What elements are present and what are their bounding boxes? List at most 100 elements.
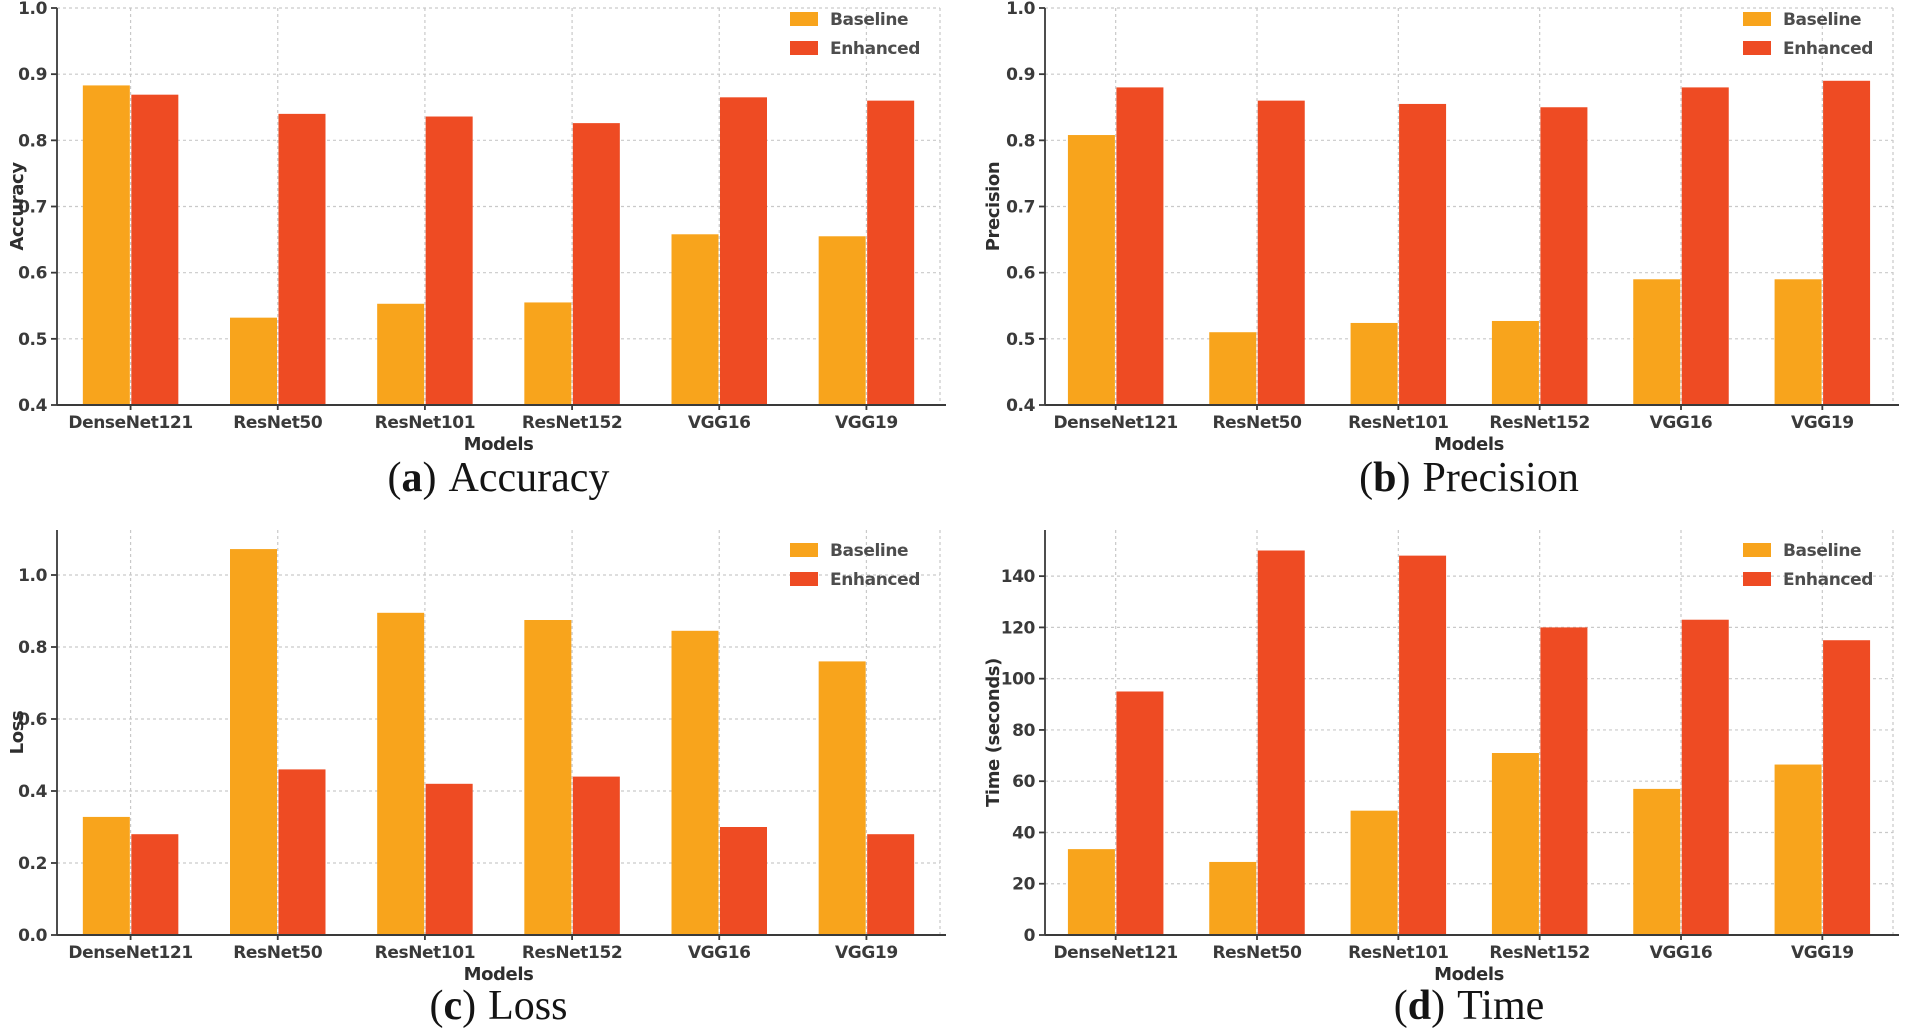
bar-baseline-VGG16 [1633,279,1681,405]
caption-time: (d) Time [953,982,1905,1030]
y-tick-label: 1.0 [18,566,47,586]
legend-swatch-baseline [1743,543,1771,557]
bar-enhanced-VGG16 [720,97,767,405]
bar-enhanced-VGG19 [1823,80,1871,406]
bar-enhanced-DenseNet121 [1116,691,1164,935]
x-tick-label: ResNet50 [233,943,323,963]
bar-enhanced-ResNet152 [572,123,620,405]
x-tick-label: ResNet152 [522,943,623,963]
x-tick-label: VGG16 [688,413,751,433]
loss-plot: 0.0 0.2 0.4 0.6 0.8 1.0 DenseNet121 ResNet50 Res… [7,530,946,982]
legend-swatch-enhanced [1743,572,1771,586]
x-tick-label: ResNet152 [1489,943,1590,963]
x-tick-label: ResNet152 [522,413,623,433]
x-tick-label: ResNet50 [1212,943,1302,963]
y-tick-label: 0.2 [18,854,47,874]
bar-baseline-ResNet152 [524,302,572,405]
y-axis-label: Precision [983,162,1004,252]
legend-swatch-enhanced [1743,41,1771,55]
bar-enhanced-VGG16 [1681,87,1729,406]
y-tick-label: 40 [1012,823,1035,843]
y-tick-label: 0.0 [18,926,47,946]
bar-baseline-VGG19 [1774,279,1822,405]
x-tick-label: ResNet101 [1348,413,1449,433]
precision-plot: 0.4 0.5 0.6 0.7 0.8 0.9 1.0 DenseNet121 ResNet50… [983,0,1899,450]
x-tick-label: VGG16 [1650,413,1713,433]
chart-precision: 0.4 0.5 0.6 0.7 0.8 0.9 1.0 DenseNet121 ResNet50… [953,0,1905,517]
y-tick-label: 0.7 [1006,198,1035,218]
y-tick-label: 0.6 [18,264,47,284]
x-tick-label: ResNet152 [1489,413,1590,433]
bar-enhanced-DenseNet121 [131,834,179,935]
caption-loss: (c) Loss [0,982,952,1030]
y-tick-label: 0 [1024,926,1036,946]
caption-title: Time [1457,983,1545,1029]
y-axis-label: Loss [7,711,28,755]
caption-precision: (b) Precision [953,454,1905,502]
bar-baseline-ResNet50 [1209,332,1257,405]
bar-baseline-ResNet101 [377,303,425,405]
y-tick-label: 1.0 [18,0,47,19]
bar-baseline-DenseNet121 [1067,849,1115,935]
x-tick-label: VGG16 [688,943,751,963]
bar-baseline-ResNet50 [230,549,277,935]
bar-baseline-VGG16 [1633,788,1681,935]
bar-enhanced-VGG16 [1681,619,1729,935]
bar-baseline-DenseNet121 [82,85,130,405]
y-tick-label: 0.9 [1006,65,1035,85]
x-tick-label: DenseNet121 [68,413,192,433]
y-axis-label: Time (seconds) [983,658,1004,807]
x-tick-label: ResNet50 [233,413,323,433]
bar-enhanced-DenseNet121 [131,94,179,405]
bar-baseline-ResNet50 [230,317,277,405]
y-tick-label: 1.0 [1006,0,1035,19]
y-tick-label: 80 [1012,721,1035,741]
y-tick-label: 0.4 [18,396,47,416]
bar-enhanced-ResNet50 [1257,550,1305,935]
bar-enhanced-ResNet152 [1540,107,1588,405]
chart-time: 0 20 40 60 80 100 120 140 DenseNet121 ResNet50 Res… [953,517,1905,1035]
caption-label: (b) [1359,455,1411,501]
bar-baseline-VGG16 [671,234,719,405]
x-tick-label: ResNet101 [375,943,476,963]
bar-enhanced-ResNet50 [1257,100,1305,405]
legend-swatch-enhanced [790,41,818,55]
legend-label-enhanced: Enhanced [1783,570,1873,590]
bar-enhanced-VGG19 [867,834,915,935]
x-tick-label: DenseNet121 [1053,413,1177,433]
bar-baseline-VGG19 [818,661,866,935]
bar-baseline-VGG16 [671,630,719,935]
y-tick-label: 0.6 [1006,264,1035,284]
x-tick-label: ResNet101 [375,413,476,433]
x-tick-label: VGG19 [1791,943,1854,963]
y-tick-label: 0.9 [18,65,47,85]
caption-accuracy: (a) Accuracy [0,454,952,502]
chart-loss: 0.0 0.2 0.4 0.6 0.8 1.0 DenseNet121 ResNet50 Res… [0,517,952,1035]
caption-label: (a) [387,455,437,501]
bar-enhanced-VGG16 [720,827,767,935]
y-tick-label: 100 [1001,670,1036,690]
chart-accuracy: 0.4 0.5 0.6 0.7 0.8 0.9 1.0 DenseNet121 ResNet50… [0,0,952,517]
time-plot: 0 20 40 60 80 100 120 140 DenseNet121 ResNet50 Res… [983,530,1899,982]
y-axis-label: Accuracy [7,162,28,251]
bar-enhanced-ResNet101 [1399,103,1447,406]
legend-label-baseline: Baseline [1783,10,1861,30]
y-tick-label: 60 [1012,772,1035,792]
y-tick-label: 0.4 [18,782,47,802]
bar-enhanced-VGG19 [867,100,915,405]
y-tick-label: 0.5 [1006,330,1035,350]
y-tick-label: 20 [1012,875,1035,895]
y-tick-label: 0.4 [1006,396,1035,416]
bar-enhanced-ResNet101 [425,783,473,935]
legend-label-enhanced: Enhanced [830,570,920,590]
bar-baseline-ResNet152 [1491,320,1539,405]
x-tick-label: ResNet101 [1348,943,1449,963]
x-axis-label: Models [464,434,534,450]
bar-enhanced-ResNet101 [1399,555,1447,935]
x-tick-label: ResNet50 [1212,413,1302,433]
bar-enhanced-VGG19 [1823,640,1871,935]
bar-enhanced-ResNet50 [278,769,326,935]
bar-enhanced-ResNet50 [278,113,326,405]
bar-baseline-DenseNet121 [1067,135,1115,406]
bar-baseline-VGG19 [818,236,866,405]
